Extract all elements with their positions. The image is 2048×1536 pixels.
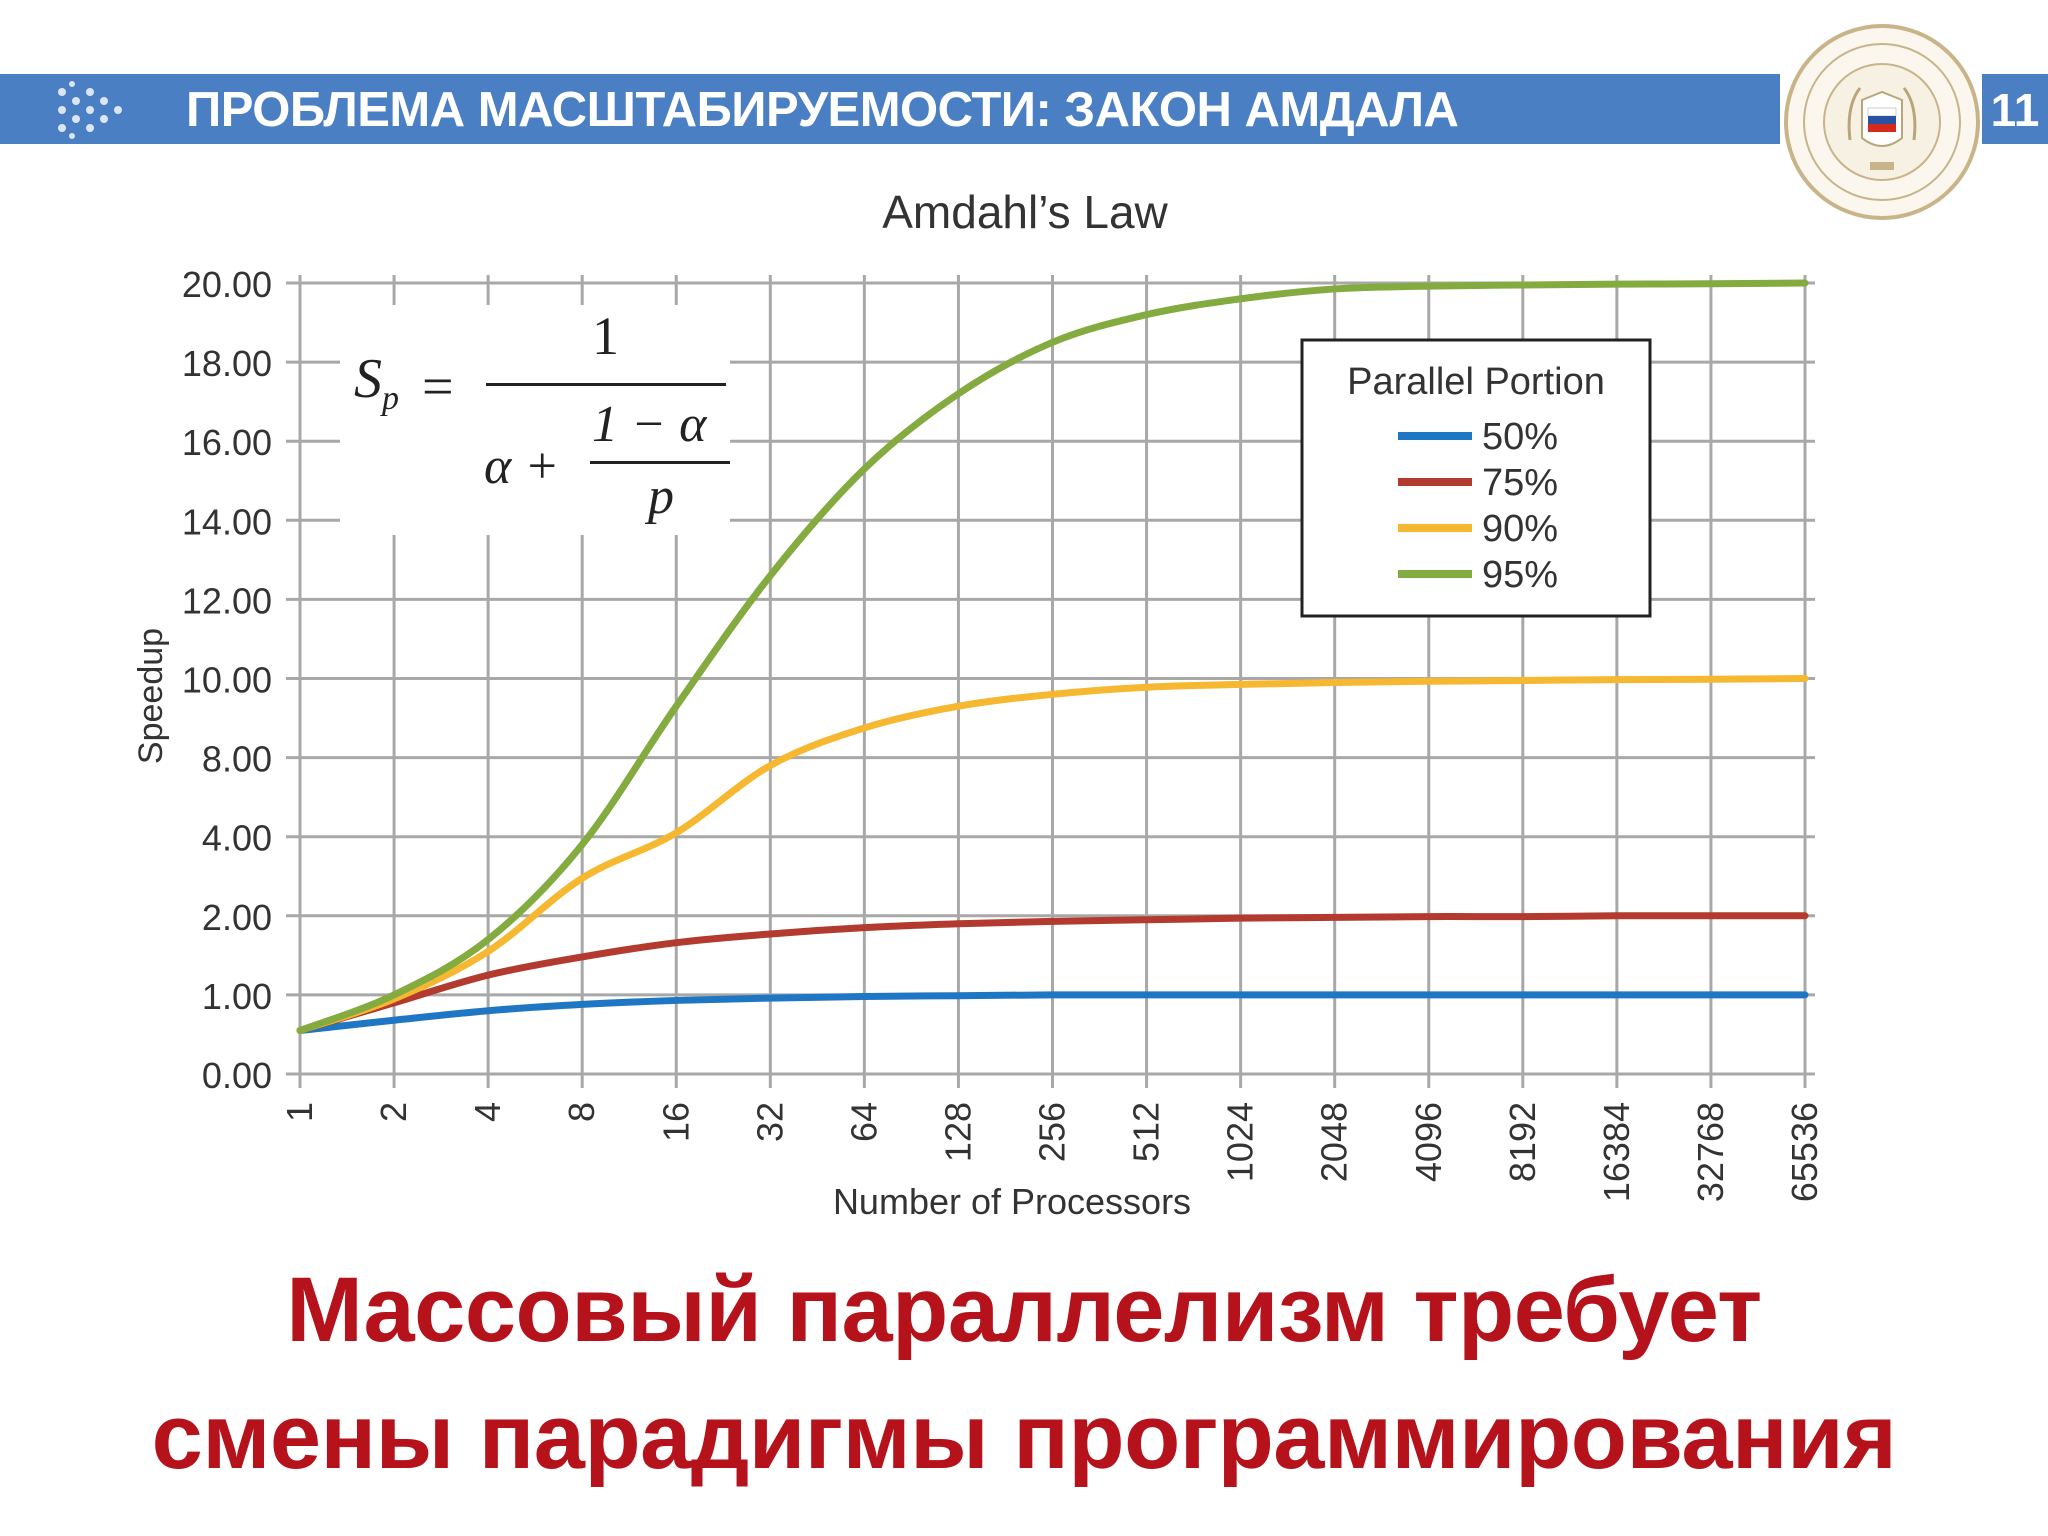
formula-lhs-sub: p <box>382 380 399 418</box>
legend-label: 95% <box>1482 554 1558 596</box>
y-tick-label: 10.00 <box>182 660 272 701</box>
university-seal-icon <box>1784 24 1980 220</box>
y-tick-label: 4.00 <box>202 818 272 859</box>
y-tick-label: 20.00 <box>182 264 272 305</box>
x-tick-label: 2 <box>373 1102 414 1122</box>
x-tick-label: 256 <box>1032 1102 1073 1162</box>
y-tick-label: 18.00 <box>182 343 272 384</box>
legend-label: 75% <box>1482 462 1558 504</box>
x-tick-label: 4 <box>467 1102 508 1122</box>
series-line-75pct <box>296 912 1809 1034</box>
amdahl-formula: Sp = 1 α + 1 − α p <box>340 305 730 535</box>
y-tick-label: 12.00 <box>182 580 272 621</box>
legend-title: Parallel Portion <box>1347 361 1605 403</box>
header-bar <box>0 74 1780 144</box>
x-tick-label: 32 <box>749 1102 790 1142</box>
footer-line-2: смены парадигмы программирования <box>151 1386 1897 1488</box>
legend-label: 50% <box>1482 416 1558 458</box>
series-line-50pct <box>296 991 1809 1034</box>
y-axis-label: Speedup <box>132 628 170 764</box>
y-tick-label: 2.00 <box>202 897 272 938</box>
x-tick-label: 8 <box>561 1102 602 1122</box>
chart-title: Amdahl’s Law <box>882 186 1168 238</box>
x-tick-label: 16384 <box>1596 1102 1637 1202</box>
chart-legend: Parallel Portion 50%75%90%95% <box>1300 338 1652 618</box>
x-tick-label: 32768 <box>1690 1102 1731 1202</box>
x-tick-label: 128 <box>937 1102 978 1162</box>
y-tick-label: 14.00 <box>182 501 272 542</box>
x-tick-label: 16 <box>655 1102 696 1142</box>
formula-inner-fraction-bar <box>590 461 730 464</box>
footer-line-1: Массовый параллелизм требует <box>286 1259 1762 1361</box>
x-axis-label: Number of Processors <box>833 1181 1191 1222</box>
x-tick-label: 512 <box>1126 1102 1167 1162</box>
y-tick-label: 1.00 <box>202 976 272 1017</box>
formula-inner-numerator: 1 − α <box>592 396 707 453</box>
formula-equals: = <box>422 356 454 418</box>
y-tick-label: 0.00 <box>202 1055 272 1096</box>
legend-label: 90% <box>1482 508 1558 550</box>
y-tick-label: 16.00 <box>182 422 272 463</box>
page-number-box <box>1982 74 2048 144</box>
x-tick-label: 1 <box>279 1102 320 1122</box>
series-line-95pct <box>296 279 1809 1034</box>
page-number: 11 <box>1990 84 2040 136</box>
x-tick-label: 64 <box>843 1102 884 1142</box>
x-tick-label: 1024 <box>1220 1102 1261 1182</box>
x-tick-label: 8192 <box>1502 1102 1543 1182</box>
formula-lhs: S <box>354 348 382 410</box>
arrows-logo-icon <box>58 81 122 139</box>
formula-numerator: 1 <box>592 306 619 366</box>
series-line-90pct <box>296 675 1809 1034</box>
page-title: ПРОБЛЕМА МАСШТАБИРУЕМОСТИ: ЗАКОН АМДАЛА <box>186 83 1459 137</box>
x-tick-label: 2048 <box>1314 1102 1355 1182</box>
formula-inner-denominator: p <box>648 468 674 525</box>
x-tick-label: 65536 <box>1784 1102 1825 1202</box>
formula-main-fraction-bar <box>486 383 726 386</box>
x-tick-label: 4096 <box>1408 1102 1449 1182</box>
formula-alpha-plus: α + <box>484 438 560 495</box>
y-tick-label: 8.00 <box>202 739 272 780</box>
